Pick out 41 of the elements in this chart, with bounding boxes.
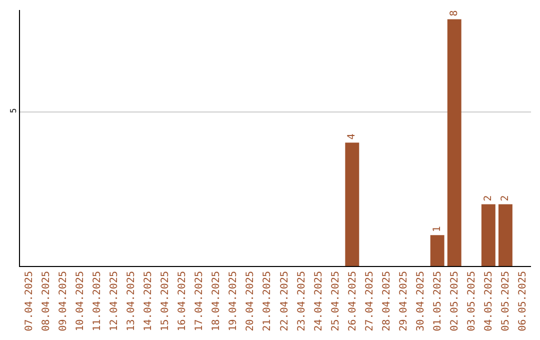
x-tick-label: 24.04.2025	[313, 271, 324, 332]
x-tick-label: 03.05.2025	[466, 271, 478, 332]
x-tick-label: 16.04.2025	[177, 271, 188, 332]
x-tick-label: 11.04.2025	[92, 271, 103, 332]
x-tick-label: 04.05.2025	[484, 271, 495, 332]
data-label: 8	[448, 10, 460, 16]
x-tick-label: 23.04.2025	[296, 271, 308, 332]
data-label: 2	[500, 195, 511, 202]
x-tick-label: 09.04.2025	[58, 271, 69, 332]
x-tick-label: 18.04.2025	[211, 271, 222, 332]
bar	[481, 204, 496, 266]
x-tick-label: 30.04.2025	[416, 271, 427, 332]
x-tick-label: 17.04.2025	[194, 271, 206, 332]
x-tick-label: 10.04.2025	[74, 271, 86, 332]
data-label: 4	[346, 134, 358, 140]
x-tick-label: 01.05.2025	[432, 271, 444, 332]
y-tick-label: 5	[8, 108, 18, 113]
x-tick-label: 29.04.2025	[398, 271, 410, 332]
x-tick-label: 26.04.2025	[347, 271, 358, 332]
x-tick-label: 21.04.2025	[262, 271, 274, 332]
x-tick-label: 25.04.2025	[330, 271, 342, 332]
x-tick-label: 19.04.2025	[228, 271, 240, 332]
x-tick-label: 14.04.2025	[143, 271, 154, 332]
bar	[498, 204, 512, 266]
x-tick-label: 20.04.2025	[245, 271, 256, 332]
x-tick-label: 08.04.2025	[40, 271, 52, 332]
x-tick-label: 12.04.2025	[108, 271, 120, 332]
bar	[345, 142, 360, 266]
x-tick-label: 27.04.2025	[364, 271, 376, 332]
x-tick-label: 07.04.2025	[24, 271, 35, 332]
x-tick-label: 22.04.2025	[279, 271, 290, 332]
x-tick-label: 13.04.2025	[126, 271, 137, 332]
x-tick-label: 15.04.2025	[160, 271, 172, 332]
x-tick-label: 05.05.2025	[500, 271, 512, 332]
x-tick-label: 28.04.2025	[381, 271, 392, 332]
x-tick-label: 06.05.2025	[518, 271, 529, 332]
bar	[447, 19, 462, 266]
data-label: 1	[432, 226, 443, 232]
x-tick-label: 02.05.2025	[450, 271, 461, 332]
data-label: 2	[482, 195, 494, 202]
bar	[430, 235, 444, 266]
